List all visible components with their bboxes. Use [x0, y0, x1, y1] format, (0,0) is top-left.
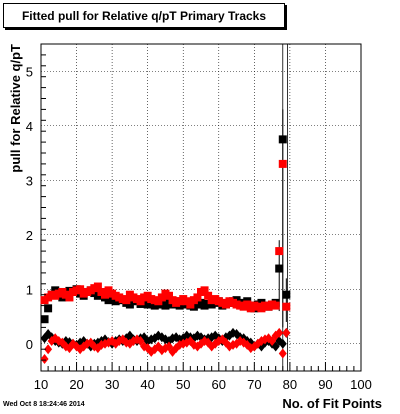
data-point-square — [193, 293, 202, 302]
data-point-square — [65, 293, 74, 302]
x-tick-label: 40 — [140, 377, 154, 392]
axis-ticks: 10 20 30 40 50 60 70 80 90 100 0 1 2 3 4 5 — [26, 43, 372, 392]
y-tick-label: 2 — [26, 228, 33, 243]
x-tick-label: 30 — [105, 377, 119, 392]
data-point-square — [186, 300, 195, 309]
y-tick-label: 1 — [26, 282, 33, 297]
data-point-square — [122, 296, 131, 305]
data-point-square — [278, 159, 287, 168]
data-point-diamond — [275, 327, 284, 338]
plot-frame — [40, 43, 362, 372]
data-point-square — [200, 286, 209, 295]
y-tick-label: 0 — [26, 337, 33, 352]
y-tick-label: 4 — [26, 119, 33, 134]
x-tick-label: 20 — [69, 377, 83, 392]
x-tick-label: 80 — [283, 377, 297, 392]
data-point-diamond — [58, 337, 67, 348]
y-axis-label: pull for Relative q/pT — [8, 44, 23, 173]
data-point-diamond — [278, 338, 287, 349]
data-point-square — [271, 301, 280, 310]
plot-area-border — [40, 43, 362, 372]
chart-title: Fitted pull for Relative q/pT Primary Tr… — [21, 8, 267, 23]
y-tick-label: 5 — [26, 64, 33, 79]
timestamp-footer: Wed Oct 8 18:24:46 2014 — [3, 401, 85, 408]
data-point-square — [76, 285, 85, 294]
x-tick-label: 60 — [212, 377, 226, 392]
data-point-square — [93, 282, 102, 291]
data-point-square — [275, 247, 284, 256]
data-point-square — [275, 264, 284, 273]
data-point-square — [282, 290, 291, 299]
data-markers — [40, 135, 291, 365]
error-bars — [278, 44, 288, 371]
data-point-diamond — [278, 348, 287, 359]
x-tick-label: 100 — [350, 377, 372, 392]
x-tick-label: 50 — [176, 377, 190, 392]
x-tick-label: 10 — [34, 377, 48, 392]
grid-layer — [41, 44, 361, 371]
data-point-diamond — [250, 341, 259, 352]
data-point-square — [44, 304, 53, 313]
data-point-square — [204, 291, 213, 300]
x-tick-label: 90 — [318, 377, 332, 392]
y-tick-label: 3 — [26, 173, 33, 188]
chart-title-box: Fitted pull for Relative q/pT Primary Tr… — [3, 3, 285, 28]
data-point-square — [125, 300, 134, 309]
data-point-square — [165, 291, 173, 300]
data-point-square — [282, 302, 291, 311]
data-point-diamond — [44, 344, 53, 355]
data-point-diamond — [40, 354, 49, 365]
data-point-diamond — [282, 327, 291, 338]
x-tick-label: 70 — [247, 377, 261, 392]
data-point-square — [278, 135, 287, 144]
data-point-square — [101, 290, 109, 299]
data-point-square — [40, 315, 49, 324]
x-axis-label: No. of Fit Points — [282, 396, 382, 411]
